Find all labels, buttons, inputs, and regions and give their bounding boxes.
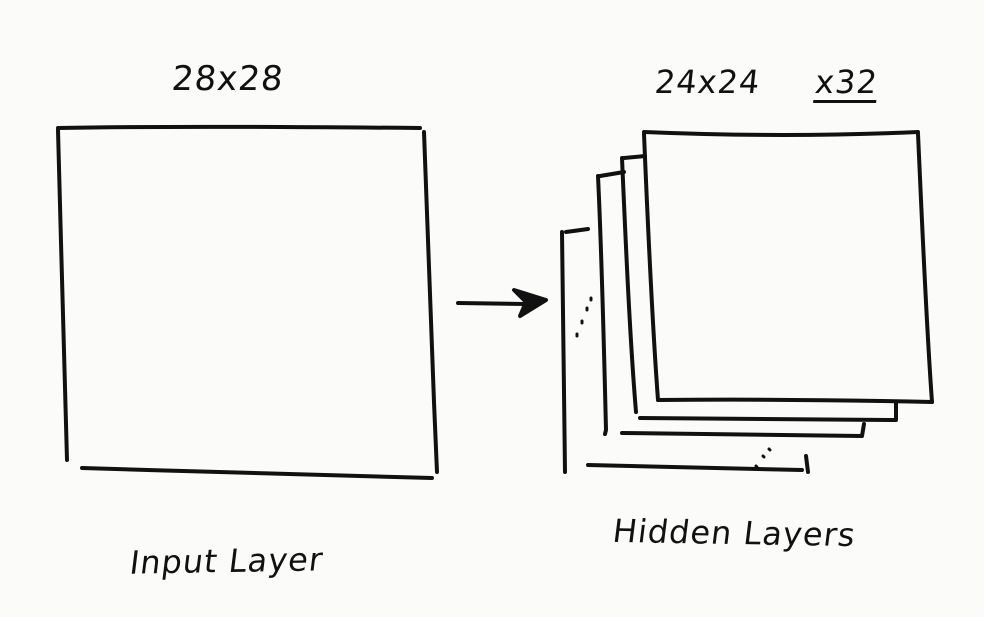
input-layer-square [56, 124, 439, 480]
hidden-layers-caption: Hidden Layers [610, 511, 858, 555]
input-layer-caption: Input Layer [127, 540, 326, 582]
hidden-dimensions-label: 24x24 [653, 63, 763, 101]
hidden-layer-3 [596, 170, 866, 438]
hidden-count-label: x32 [813, 63, 880, 103]
arrow [456, 288, 548, 318]
hidden-layer-2 [620, 154, 898, 422]
hidden-layer-front [642, 130, 934, 404]
hidden-layers-stack [560, 130, 934, 474]
hidden-layer-4 [560, 227, 810, 474]
input-dimensions-label: 28x28 [169, 59, 286, 99]
